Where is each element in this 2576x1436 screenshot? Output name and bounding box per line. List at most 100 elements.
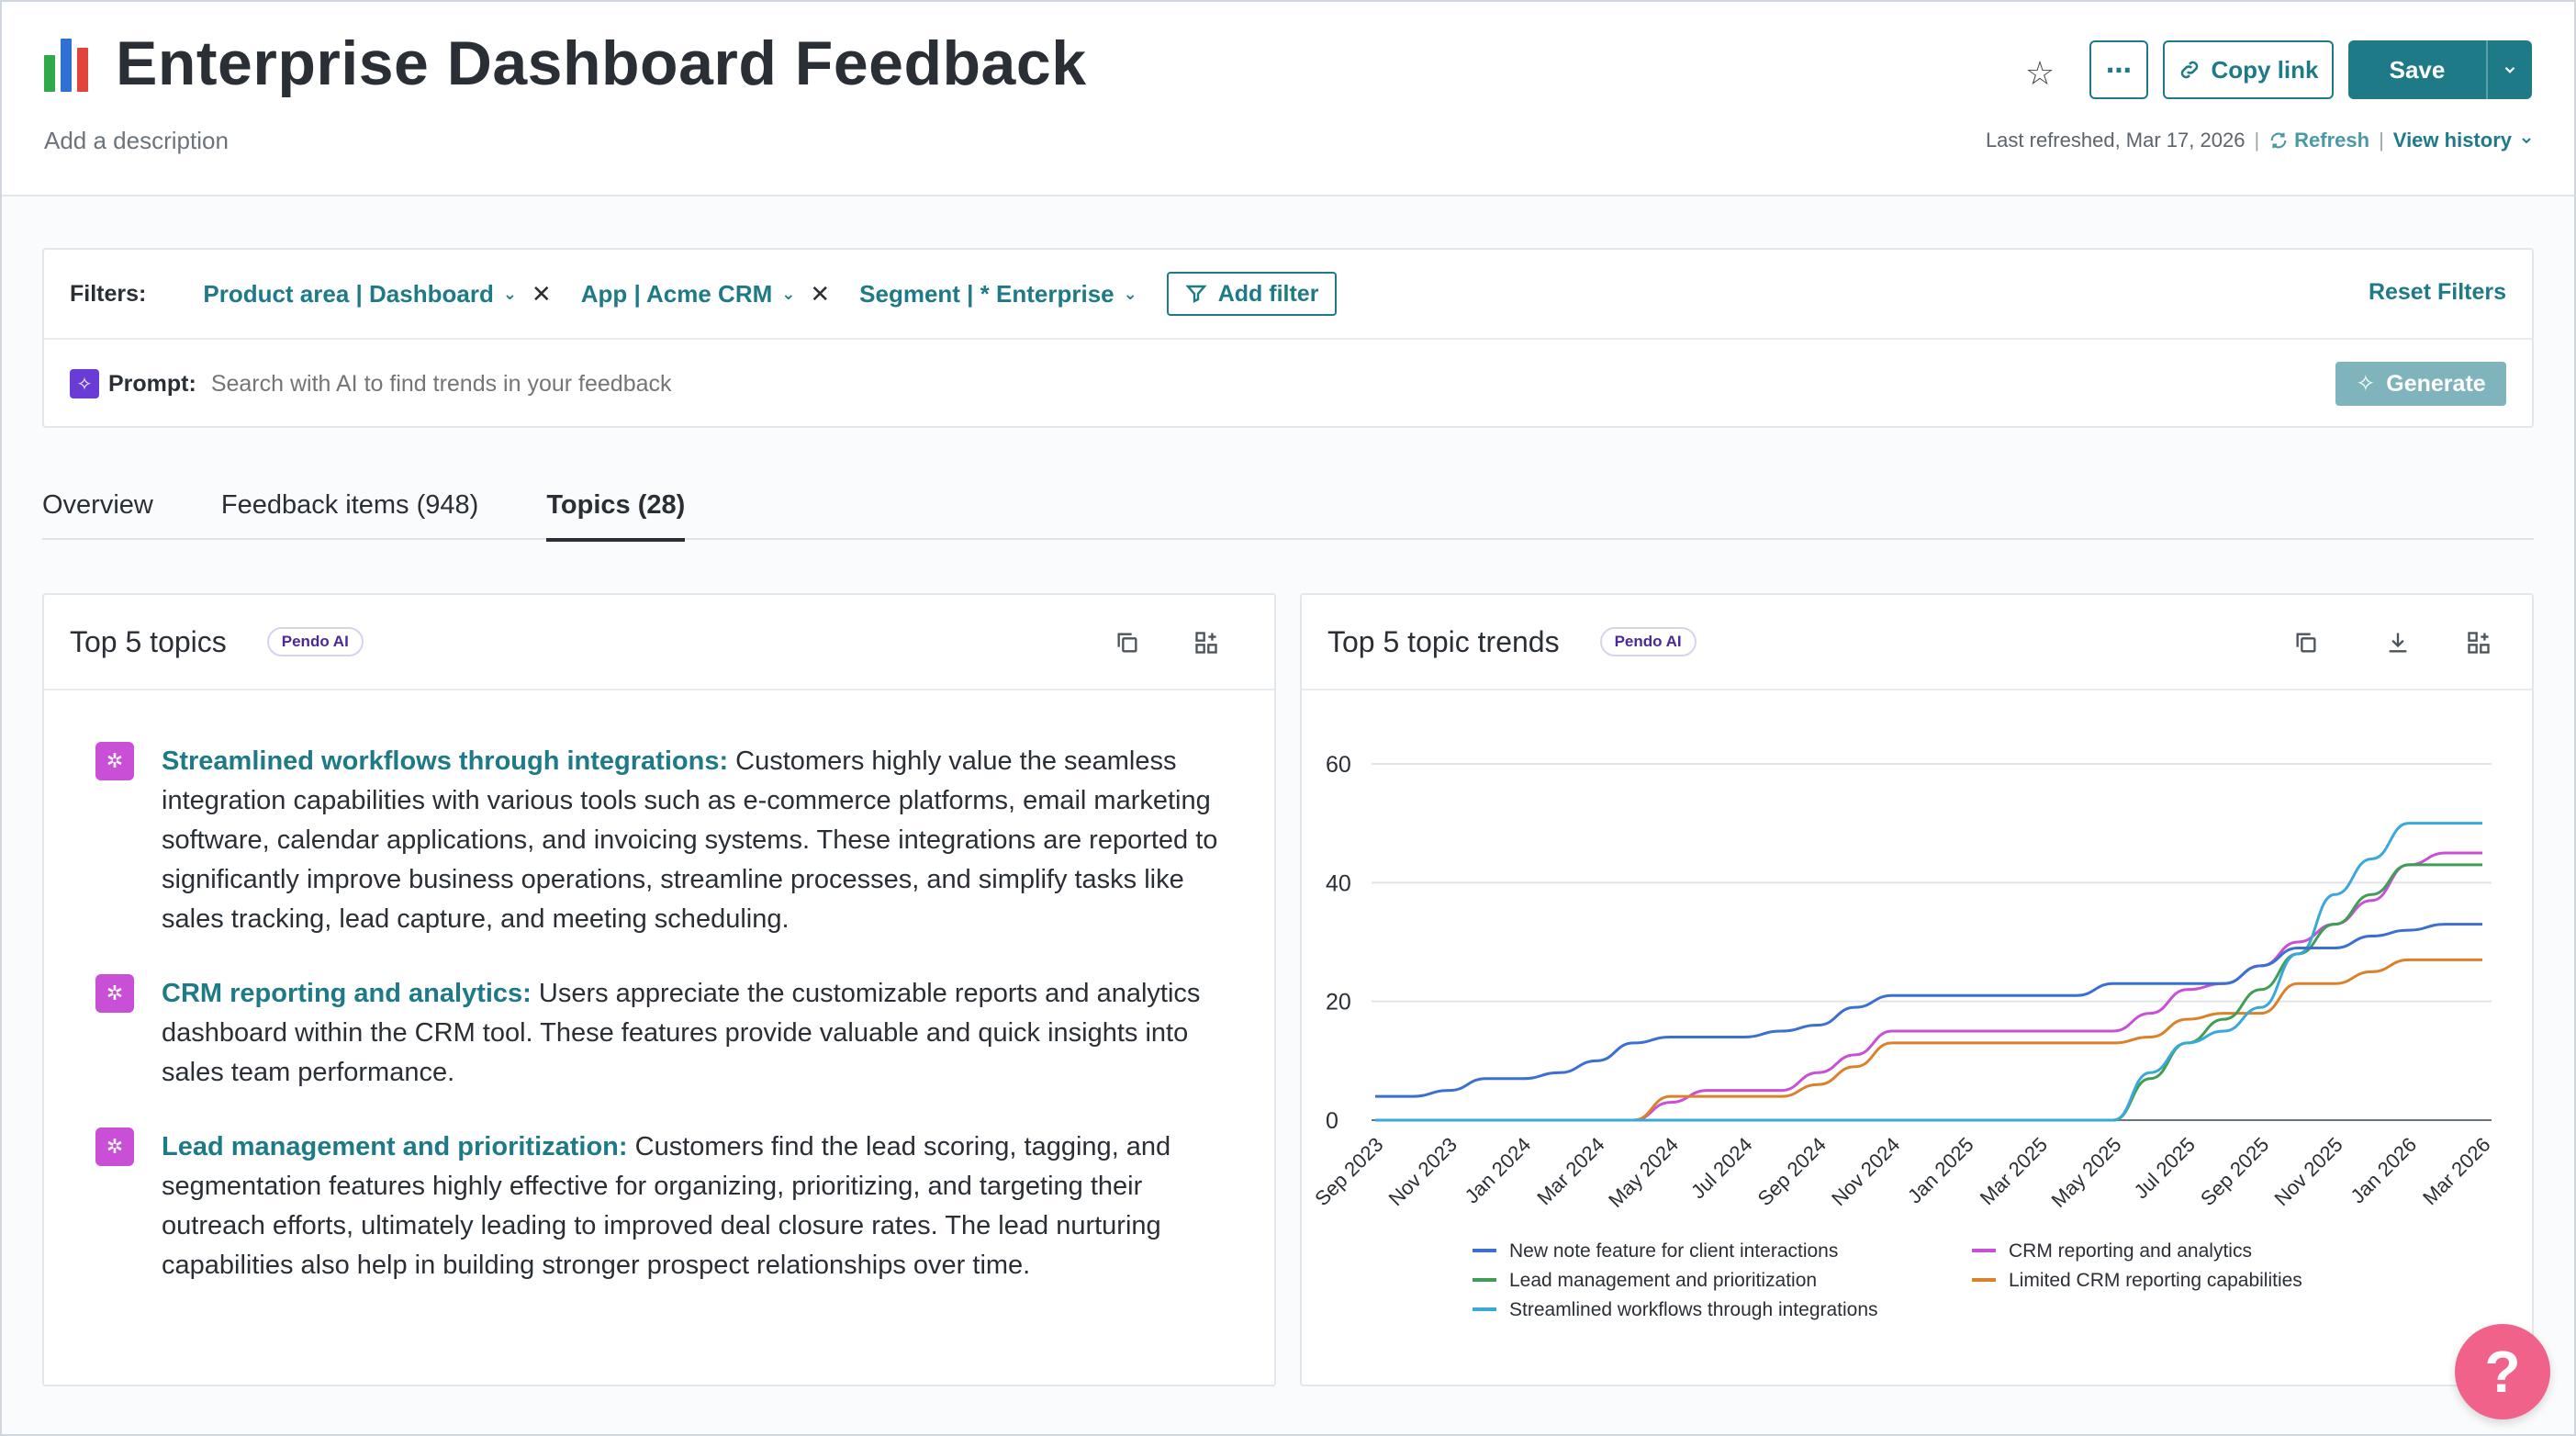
separator: | xyxy=(2254,129,2260,151)
series-line xyxy=(1375,958,2482,1122)
filters-row: Filters: Product area | Dashboard ⌄ ✕ Ap… xyxy=(44,250,2532,340)
chevron-down-icon: ⌄ xyxy=(1123,284,1137,303)
filter-chip-product-area[interactable]: Product area | Dashboard ⌄ ✕ xyxy=(203,280,551,309)
topic-icon: ✲ xyxy=(95,974,134,1013)
topic-description: Customers find the lead scoring, tagging… xyxy=(162,1132,1171,1280)
chevron-down-icon: ⌄ xyxy=(502,284,517,303)
refresh-button[interactable]: Refresh xyxy=(2268,129,2369,152)
filter-chip-app[interactable]: App | Acme CRM ⌄ ✕ xyxy=(581,280,830,309)
panel-header: Top 5 topic trends Pendo AI xyxy=(1302,595,2532,690)
legend-label: New note feature for client interactions xyxy=(1509,1240,1838,1262)
help-button[interactable]: ? xyxy=(2455,1324,2550,1419)
filter-chip-label: Segment | * Enterprise xyxy=(859,279,1114,308)
generate-button[interactable]: ✧ Generate xyxy=(2335,362,2506,406)
topic-title-link[interactable]: Streamlined workflows through integratio… xyxy=(162,746,729,776)
remove-filter-icon[interactable]: ✕ xyxy=(810,279,831,308)
last-refreshed-text: Last refreshed, Mar 17, 2026 xyxy=(1985,129,2246,151)
generate-label: Generate xyxy=(2386,370,2486,397)
filter-icon xyxy=(1185,285,1207,303)
chevron-down-icon xyxy=(2522,138,2531,144)
y-tick-label: 20 xyxy=(1326,990,1351,1015)
panel-title: Top 5 topics xyxy=(70,624,227,658)
remove-filter-icon[interactable]: ✕ xyxy=(531,279,552,308)
list-item: ✲ CRM reporting and analytics: Users app… xyxy=(95,974,1219,1093)
save-button[interactable]: Save xyxy=(2348,40,2488,99)
copy-icon[interactable] xyxy=(1109,624,1146,661)
topic-trends-panel: Top 5 topic trends Pendo AI 0 20 40 60 Sep 2… xyxy=(1300,593,2534,1386)
filters-label: Filters: xyxy=(70,280,147,307)
view-history-dropdown[interactable]: View history xyxy=(2393,129,2534,152)
copy-icon[interactable] xyxy=(2288,624,2324,661)
trend-chart-area: 0 20 40 60 Sep 2023 Nov 2023 Jan 2024 Mar 2024 M… xyxy=(1302,690,2532,1385)
x-tick-label: Sep 2025 xyxy=(2196,1133,2273,1210)
legend-label: CRM reporting and analytics xyxy=(2009,1240,2252,1262)
filter-chip-label: Product area | Dashboard xyxy=(203,279,494,308)
prompt-input[interactable] xyxy=(210,370,1864,398)
list-item: ✲ Lead management and prioritization: Cu… xyxy=(95,1127,1219,1285)
prompt-row: ✧ Prompt: ✧ Generate xyxy=(44,340,2532,428)
add-to-dashboard-icon[interactable] xyxy=(2460,624,2497,661)
page-header: Enterprise Dashboard Feedback Add a desc… xyxy=(2,2,2574,196)
x-tick-label: Jan 2024 xyxy=(1461,1133,1536,1208)
refresh-label: Refresh xyxy=(2294,129,2370,151)
download-icon[interactable] xyxy=(2380,624,2416,661)
link-icon xyxy=(2181,61,2199,79)
save-options-chevron-icon[interactable] xyxy=(2488,40,2532,99)
copy-link-button[interactable]: Copy link xyxy=(2163,40,2334,99)
topic-description: Users appreciate the customizable report… xyxy=(162,979,1201,1087)
tab-topics[interactable]: Topics (28) xyxy=(546,490,685,542)
tab-overview[interactable]: Overview xyxy=(42,490,153,520)
x-tick-label: Jul 2025 xyxy=(2129,1133,2200,1204)
tab-feedback-items[interactable]: Feedback items (948) xyxy=(220,490,479,520)
copy-link-label: Copy link xyxy=(2211,55,2319,84)
series-line xyxy=(1375,863,2482,1122)
y-tick-label: 0 xyxy=(1326,1108,1338,1134)
reset-filters-link[interactable]: Reset Filters xyxy=(2368,279,2506,305)
x-tick-label: Jan 2026 xyxy=(2346,1133,2421,1208)
panel-header: Top 5 topics Pendo AI xyxy=(44,595,1274,690)
legend-label: Limited CRM reporting capabilities xyxy=(2009,1270,2302,1291)
topics-list: ✲ Streamlined workflows through integrat… xyxy=(44,690,1274,1385)
x-tick-label: Mar 2026 xyxy=(2418,1133,2494,1209)
ai-sparkle-icon: ✧ xyxy=(70,369,99,398)
bar-chart-icon xyxy=(44,35,95,92)
add-description-link[interactable]: Add a description xyxy=(44,127,229,154)
series-line xyxy=(1375,923,2482,1098)
x-tick-label: Sep 2024 xyxy=(1753,1133,1831,1210)
refresh-row: Last refreshed, Mar 17, 2026 | Refresh |… xyxy=(1986,129,2534,152)
x-tick-label: Nov 2023 xyxy=(1384,1133,1462,1210)
filter-chip-segment[interactable]: Segment | * Enterprise ⌄ xyxy=(859,280,1137,309)
x-tick-label: Mar 2025 xyxy=(1976,1133,2052,1209)
top-topics-panel: Top 5 topics Pendo AI ✲ Streamlined work… xyxy=(42,593,1276,1386)
topic-text: CRM reporting and analytics: Users appre… xyxy=(162,974,1219,1093)
x-tick-label: Mar 2024 xyxy=(1532,1133,1608,1209)
prompt-label: Prompt: xyxy=(108,370,196,397)
pendo-ai-badge: Pendo AI xyxy=(1599,627,1697,656)
topic-text: Streamlined workflows through integratio… xyxy=(162,742,1219,939)
chevron-down-icon: ⌄ xyxy=(781,284,796,303)
save-button-group: Save xyxy=(2348,40,2532,99)
page-title: Enterprise Dashboard Feedback xyxy=(116,28,1087,98)
topic-title-link[interactable]: CRM reporting and analytics: xyxy=(162,979,532,1008)
add-to-dashboard-icon[interactable] xyxy=(1188,624,1225,661)
y-tick-label: 40 xyxy=(1326,870,1351,896)
x-tick-label: May 2025 xyxy=(2047,1133,2126,1212)
add-filter-button[interactable]: Add filter xyxy=(1166,272,1338,316)
topic-description: Customers highly value the seamless inte… xyxy=(162,746,1218,934)
series-line xyxy=(1375,851,2482,1122)
x-tick-label: May 2024 xyxy=(1604,1133,1683,1212)
star-icon[interactable]: ☆ xyxy=(2024,54,2055,92)
y-tick-label: 60 xyxy=(1326,752,1351,778)
legend-label: Lead management and prioritization xyxy=(1509,1270,1817,1291)
more-options-button[interactable]: ⋯ xyxy=(2089,40,2148,99)
x-tick-label: Nov 2025 xyxy=(2269,1133,2346,1210)
sparkle-icon: ✧ xyxy=(2356,371,2376,397)
x-tick-label: Jan 2025 xyxy=(1903,1133,1978,1208)
separator: | xyxy=(2379,129,2384,151)
topic-title-link[interactable]: Lead management and prioritization: xyxy=(162,1132,628,1161)
legend-label: Streamlined workflows through integratio… xyxy=(1509,1299,1878,1320)
x-tick-label: Nov 2024 xyxy=(1827,1133,1904,1210)
x-tick-label: Jul 2024 xyxy=(1686,1133,1757,1204)
